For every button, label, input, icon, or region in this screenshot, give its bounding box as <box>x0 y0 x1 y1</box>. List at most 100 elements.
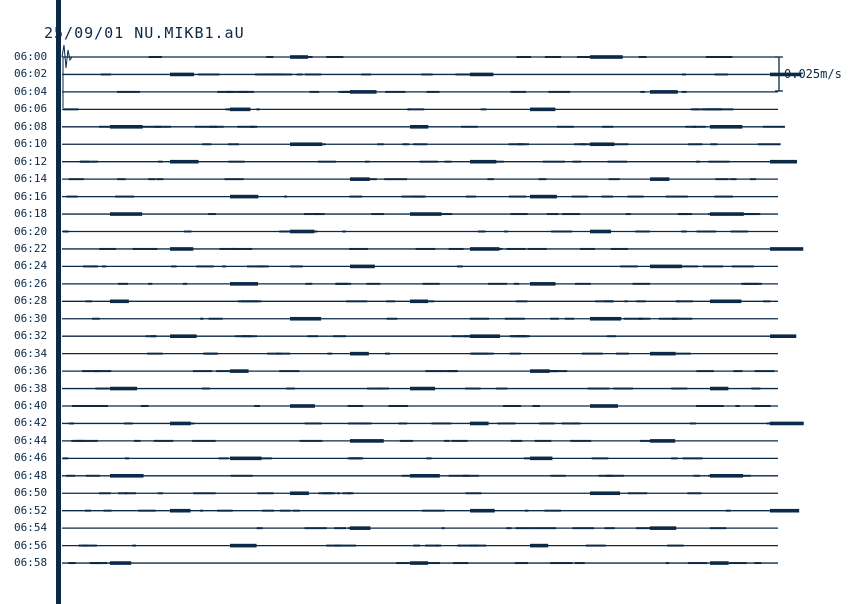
row-label-0652: 06:52 <box>14 503 48 517</box>
noise-segment <box>348 422 367 425</box>
row-label-0602: 06:02 <box>14 67 48 81</box>
noise-segment <box>539 422 555 425</box>
burst <box>290 316 322 321</box>
burst <box>230 369 249 373</box>
noise-segment <box>147 352 163 355</box>
noise-segment <box>176 335 184 338</box>
noise-segment <box>550 562 573 565</box>
noise-segment <box>84 509 91 512</box>
noise-segment <box>185 230 192 233</box>
row-label-0606: 06:06 <box>14 102 48 116</box>
noise-segment <box>384 352 390 355</box>
burst <box>470 72 494 77</box>
row-label-0600: 06:00 <box>14 50 48 63</box>
noise-segment <box>515 527 533 530</box>
burst <box>350 439 384 443</box>
noise-segment <box>178 509 190 512</box>
noise-segment <box>766 422 783 425</box>
noise-segment <box>571 195 588 198</box>
noise-segment <box>241 335 258 338</box>
noise-segment <box>452 562 469 565</box>
noise-segment <box>665 195 688 198</box>
noise-segment <box>625 213 631 216</box>
noise-segment <box>638 56 647 58</box>
burst <box>710 125 743 129</box>
noise-segment <box>426 90 440 93</box>
noise-segment <box>436 544 442 547</box>
burst <box>650 526 677 530</box>
row-label-0622: 06:22 <box>14 241 48 255</box>
noise-segment <box>638 317 651 320</box>
noise-segment <box>730 230 748 233</box>
noise-segment <box>708 474 730 477</box>
noise-segment <box>350 457 361 460</box>
row-label-0634: 06:34 <box>14 346 48 360</box>
burst <box>350 90 377 94</box>
scale-bar-label: 0.025m/s <box>784 67 842 81</box>
noise-segment <box>513 282 520 285</box>
noise-segment <box>734 474 751 477</box>
noise-segment <box>504 317 525 320</box>
noise-segment <box>82 370 100 373</box>
noise-segment <box>256 108 260 111</box>
noise-segment <box>126 195 135 198</box>
noise-segment <box>266 56 274 58</box>
noise-segment <box>262 73 273 76</box>
noise-segment <box>413 300 435 303</box>
noise-segment <box>117 282 128 285</box>
row-label-0624: 06:24 <box>14 259 48 273</box>
noise-segment <box>709 527 727 530</box>
noise-segment <box>292 509 300 512</box>
noise-segment <box>527 247 547 250</box>
noise-segment <box>579 247 595 250</box>
noise-segment <box>463 335 473 338</box>
row-label-0628: 06:28 <box>14 294 48 308</box>
noise-segment <box>122 387 132 390</box>
noise-segment <box>118 492 128 495</box>
noise-segment <box>62 457 69 460</box>
noise-segment <box>237 125 255 128</box>
noise-segment <box>636 300 646 303</box>
burst <box>110 299 129 304</box>
noise-segment <box>607 160 628 163</box>
noise-segment <box>115 195 127 198</box>
noise-segment <box>386 317 398 320</box>
burst <box>770 421 804 426</box>
noise-segment <box>279 230 301 233</box>
noise-segment <box>702 265 724 268</box>
noise-segment <box>457 544 461 547</box>
noise-segment <box>635 230 651 233</box>
noise-segment <box>231 247 253 250</box>
noise-segment <box>444 439 450 442</box>
row-label-0614: 06:14 <box>14 172 48 186</box>
noise-segment <box>495 387 508 390</box>
row-label-0654: 06:54 <box>14 521 48 535</box>
noise-segment <box>279 509 291 512</box>
noise-segment <box>572 160 582 163</box>
noise-segment <box>334 527 347 530</box>
noise-segment <box>696 230 717 233</box>
noise-segment <box>441 527 445 530</box>
noise-segment <box>681 73 686 76</box>
noise-segment <box>83 265 96 268</box>
noise-segment <box>465 492 482 495</box>
burst <box>290 491 309 496</box>
burst <box>590 229 612 234</box>
noise-segment <box>322 492 333 495</box>
noise-segment <box>425 370 441 373</box>
noise-segment <box>192 370 213 373</box>
noise-segment <box>299 439 323 442</box>
burst <box>530 543 549 548</box>
burst <box>410 474 440 478</box>
burst <box>530 107 556 112</box>
noise-segment <box>595 300 614 303</box>
noise-segment <box>599 317 622 320</box>
noise-segment <box>494 247 503 250</box>
noise-segment <box>240 300 262 303</box>
noise-segment <box>574 282 591 285</box>
noise-segment <box>255 73 270 76</box>
row-label-0636: 06:36 <box>14 364 48 378</box>
chart-title: 25/09/01 NU.MIKB1.aU <box>44 24 245 42</box>
noise-segment <box>336 492 341 495</box>
noise-segment <box>538 178 547 181</box>
